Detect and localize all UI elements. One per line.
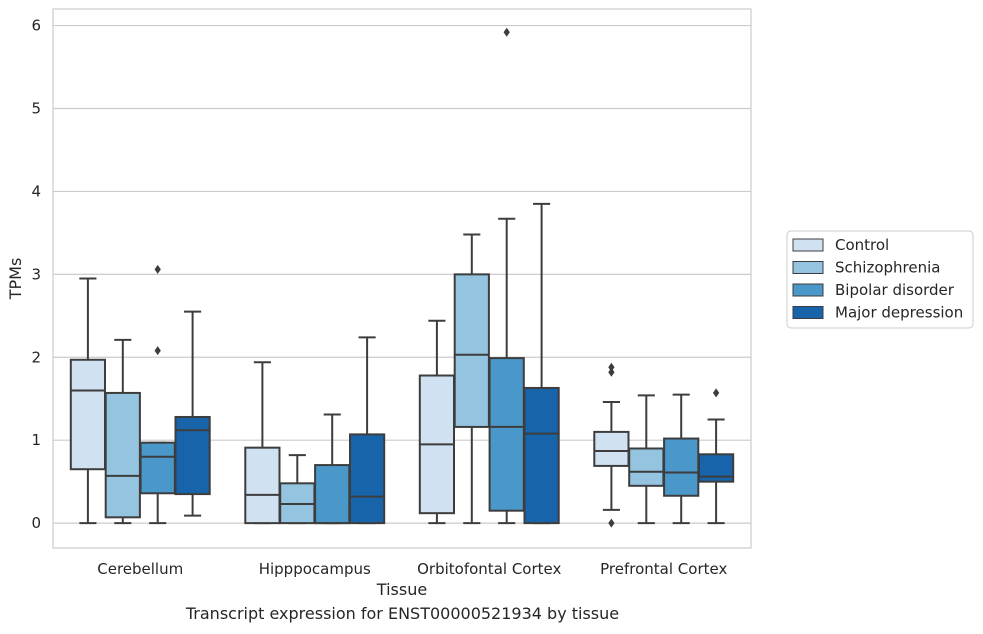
box-bipolar-disorder [314,413,351,525]
box-iqr [314,464,351,525]
legend-swatch [792,261,824,274]
box-major-depression [697,388,735,525]
box-iqr [348,433,386,525]
legend-swatch [792,283,824,297]
box-bipolar-disorder [139,264,176,525]
outlier-point [154,264,161,274]
legend-swatch [792,238,824,252]
outlier-point [712,388,720,398]
y-tick-label: 6 [31,17,41,35]
outlier-point [608,362,615,372]
legend-label: Control [835,236,889,254]
box-iqr [663,437,700,497]
box-iqr [523,386,560,525]
outlier-point [154,346,161,356]
y-tick-label: 2 [31,348,41,366]
box-schizophrenia [104,338,141,525]
box-iqr [104,391,141,519]
x-axis-ticks: Cerebellum Hipppocampus Orbitofontal Corte… [97,560,727,578]
x-axis-label: Tissue [376,580,427,599]
legend-label: Bipolar disorder [835,281,955,299]
box-control [69,277,107,525]
legend-label: Major depression [835,304,963,322]
box-major-depression [523,202,560,525]
box-iqr [593,430,630,467]
box-iqr [244,446,281,525]
outlier-point [503,27,510,37]
box-iqr [174,415,211,496]
box-major-depression [348,336,386,525]
grid-lines [53,24,751,524]
chart-caption: Transcript expression for ENST0000052193… [185,604,620,623]
box-iqr [628,447,665,487]
legend-label: Schizophrenia [835,259,940,277]
outlier-point [608,367,615,377]
x-tick-label: Prefrontal Cortex [600,560,727,578]
box-iqr [69,358,107,471]
y-axis-label: TPMs [6,258,25,301]
box-iqr [453,273,490,428]
x-tick-label: Hipppocampus [259,560,371,578]
legend: Control Schizophrenia Bipolar disorder Majo… [786,230,974,329]
box-schizophrenia [279,454,316,525]
box-bipolar-disorder [663,393,700,525]
legend-swatch [792,306,824,319]
box-schizophrenia [453,233,490,525]
box-control [418,319,456,525]
box-iqr [139,441,176,495]
x-tick-label: Orbitofontal Cortex [417,560,561,578]
y-tick-label: 4 [31,182,41,200]
box-major-depression [174,310,211,517]
box-control [593,362,630,528]
y-tick-label: 5 [31,100,41,118]
outlier-point [608,518,615,528]
boxes [69,27,735,528]
legend-frame [786,230,974,329]
y-axis-ticks: 0 1 2 3 4 5 6 [31,17,41,533]
box-control [244,361,281,525]
x-tick-label: Cerebellum [97,560,183,578]
y-tick-label: 3 [31,265,41,283]
plot-area [52,8,752,549]
box-bipolar-disorder [488,27,525,525]
box-schizophrenia [628,394,665,525]
y-tick-label: 0 [31,514,41,532]
box-iqr [488,357,525,512]
y-tick-label: 1 [31,431,41,449]
